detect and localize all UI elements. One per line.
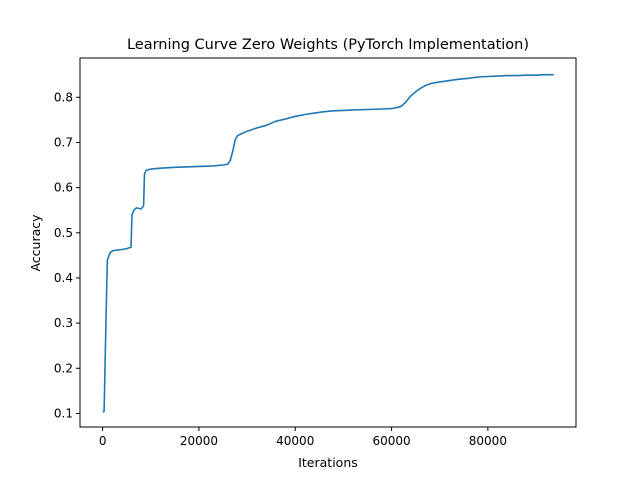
y-tick-label: 0.5 [54, 226, 73, 240]
y-tick-label: 0.2 [54, 361, 73, 375]
plot-area-frame [79, 57, 577, 428]
y-tick-label: 0.4 [54, 271, 73, 285]
series-layer [102, 73, 554, 413]
x-tick-label: 80000 [469, 434, 507, 448]
x-axis-label: Iterations [298, 455, 358, 470]
y-tick-label: 0.7 [54, 135, 73, 149]
x-tick-label: 40000 [276, 434, 314, 448]
y-tick-label: 0.1 [54, 406, 73, 420]
y-tick-label: 0.3 [54, 316, 73, 330]
y-tick-label: 0.6 [54, 181, 73, 195]
ticks-layer: 0 20000 40000 60000 80000 0.1 0.2 0.3 0.4 0.5 0.6 0… [54, 90, 507, 448]
y-axis-label: Accuracy [28, 214, 43, 272]
x-tick-label: 0 [99, 434, 107, 448]
y-tick-label: 0.8 [54, 90, 73, 104]
chart-title: Learning Curve Zero Weights (PyTorch Imp… [127, 37, 529, 53]
accuracy-series-line [102, 73, 554, 413]
x-tick-label: 20000 [180, 434, 218, 448]
x-tick-label: 60000 [372, 434, 410, 448]
